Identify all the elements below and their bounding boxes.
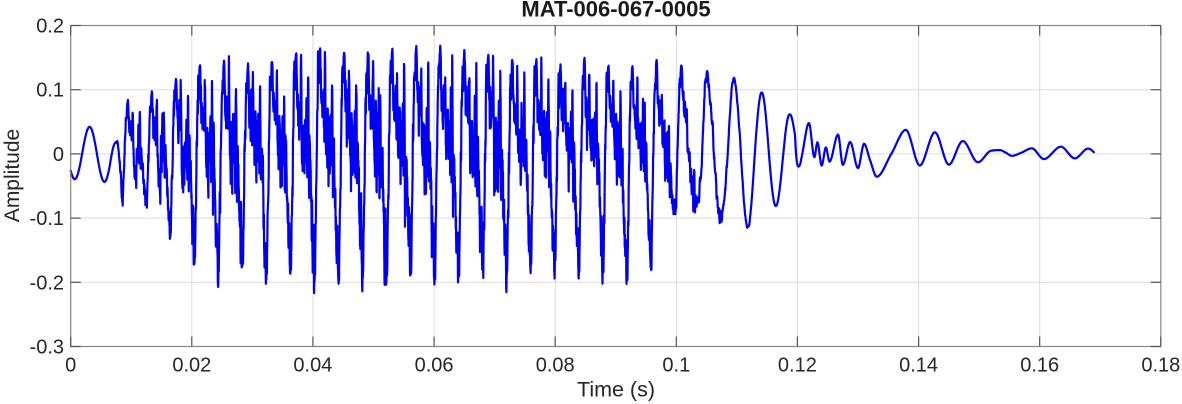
- svg-text:0.2: 0.2: [36, 16, 64, 38]
- svg-text:0.18: 0.18: [1141, 355, 1180, 377]
- svg-text:0: 0: [53, 144, 64, 166]
- svg-text:0.1: 0.1: [662, 355, 690, 377]
- svg-text:Time (s): Time (s): [577, 378, 655, 402]
- svg-text:0.12: 0.12: [778, 355, 817, 377]
- svg-text:-0.1: -0.1: [30, 208, 64, 230]
- svg-text:0.04: 0.04: [293, 355, 332, 377]
- svg-text:0.1: 0.1: [36, 80, 64, 102]
- svg-text:0.02: 0.02: [172, 355, 211, 377]
- svg-text:0.16: 0.16: [1020, 355, 1059, 377]
- svg-text:0.06: 0.06: [415, 355, 454, 377]
- svg-text:Amplitude: Amplitude: [1, 129, 24, 222]
- svg-text:-0.2: -0.2: [30, 272, 64, 294]
- svg-text:-0.3: -0.3: [30, 337, 64, 359]
- svg-text:0.08: 0.08: [536, 355, 575, 377]
- svg-text:0: 0: [65, 355, 76, 377]
- svg-text:MAT-006-067-0005: MAT-006-067-0005: [521, 0, 710, 22]
- svg-text:0.14: 0.14: [899, 355, 938, 377]
